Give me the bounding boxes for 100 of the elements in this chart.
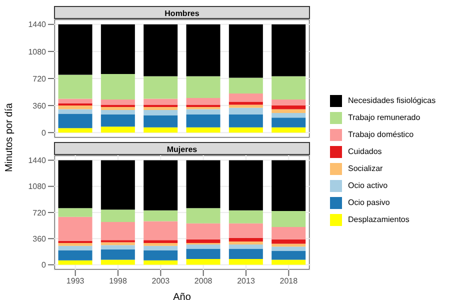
bar	[228, 248, 263, 259]
bar	[186, 258, 220, 265]
bar	[100, 222, 135, 240]
x-axis-title: Año	[173, 292, 192, 300]
legend-label: Desplazamientos	[348, 215, 410, 224]
bar	[228, 238, 263, 242]
legend-label: Necesidades fisiológicas	[348, 96, 436, 105]
y-tick-label: 720	[32, 74, 47, 84]
bar	[272, 113, 306, 118]
x-tick-label: 2003	[152, 276, 170, 286]
bar	[228, 127, 263, 133]
bar	[186, 160, 220, 208]
y-tick-label: 1080	[28, 47, 47, 56]
bar	[272, 244, 306, 247]
bar	[186, 223, 220, 240]
bar	[144, 110, 178, 116]
legend-label: Ocio pasivo	[348, 198, 390, 207]
bar	[100, 107, 135, 110]
bar	[272, 76, 306, 100]
bar	[58, 24, 92, 75]
bar	[58, 98, 92, 104]
bar	[272, 106, 306, 110]
bar	[58, 242, 92, 246]
bar	[58, 246, 92, 250]
y-tick-label: 0	[42, 260, 47, 270]
bar	[272, 260, 306, 265]
bar	[186, 208, 220, 224]
bar	[144, 210, 178, 222]
bar	[58, 128, 92, 133]
bar	[58, 114, 92, 128]
bar	[228, 104, 263, 108]
legend-label: Trabajo doméstico	[348, 130, 414, 139]
bar	[100, 245, 135, 250]
x-tick-label: 1993	[66, 276, 85, 286]
bar	[144, 221, 178, 240]
bar	[228, 258, 263, 265]
bar	[100, 210, 135, 222]
bar	[186, 239, 220, 243]
bar	[100, 100, 135, 105]
bar	[144, 127, 178, 133]
bar	[228, 108, 263, 115]
bar	[100, 160, 135, 210]
bar	[144, 250, 178, 260]
bar	[186, 248, 220, 259]
bar	[186, 109, 220, 115]
bar	[186, 98, 220, 105]
y-tick-label: 0	[42, 128, 47, 138]
bar	[100, 24, 135, 74]
bar	[228, 242, 263, 244]
bar	[58, 250, 92, 260]
bar	[228, 94, 263, 102]
bar	[58, 74, 92, 99]
chart-title: Mujeres	[54, 142, 310, 155]
bar	[228, 102, 263, 105]
bar	[228, 210, 263, 224]
chart-title: Hombres	[54, 6, 310, 19]
bar	[100, 250, 135, 260]
bar	[144, 160, 178, 210]
bar	[144, 246, 178, 250]
y-axis-title: Minutos por día	[4, 103, 14, 172]
bar	[58, 216, 92, 241]
bar	[228, 24, 263, 78]
x-tick-label: 2018	[280, 276, 298, 286]
bar	[58, 260, 92, 265]
bar	[272, 246, 306, 251]
bar	[144, 260, 178, 265]
x-tick-label: 1998	[109, 276, 128, 286]
bar	[58, 208, 92, 217]
bar	[272, 118, 306, 128]
bar	[186, 76, 220, 98]
bar	[272, 160, 306, 212]
bar	[186, 127, 220, 133]
bar	[144, 242, 178, 246]
bar	[58, 160, 92, 208]
bar	[272, 227, 306, 240]
bar	[228, 244, 263, 249]
bar	[228, 160, 263, 210]
y-tick-label: 720	[32, 208, 47, 218]
x-tick-label: 2013	[237, 276, 256, 286]
bar	[272, 100, 306, 106]
bar	[186, 24, 220, 76]
bar	[272, 24, 306, 76]
legend-label: Socializar	[348, 164, 383, 173]
legend-label: Trabajo remunerado	[348, 113, 420, 122]
y-tick-label: 1440	[28, 156, 47, 166]
y-tick-label: 360	[32, 101, 47, 110]
bar	[100, 74, 135, 100]
bar	[186, 114, 220, 128]
bar	[144, 76, 178, 99]
bar	[186, 244, 220, 249]
bar	[144, 115, 178, 128]
bar	[58, 106, 92, 110]
x-tick-label: 2008	[194, 276, 213, 286]
bar	[144, 107, 178, 110]
bar	[144, 98, 178, 105]
y-tick-label: 360	[32, 234, 47, 244]
bar	[272, 127, 306, 133]
bar	[144, 24, 178, 76]
bar	[58, 109, 92, 114]
y-tick-label: 1080	[28, 182, 47, 192]
